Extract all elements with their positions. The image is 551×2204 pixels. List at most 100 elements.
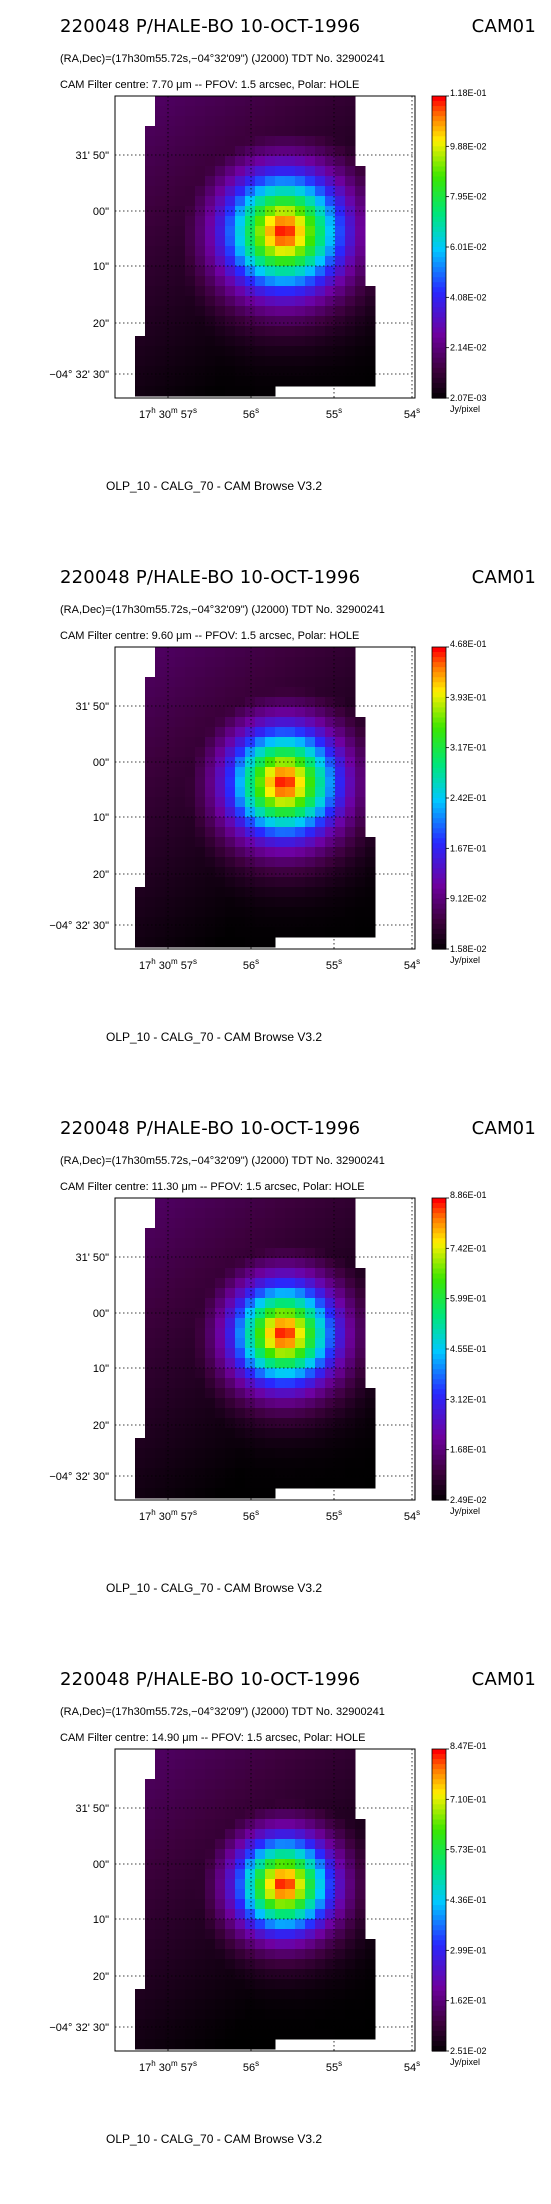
heatmap-cell: [175, 236, 186, 247]
heatmap-cell: [335, 1749, 346, 1760]
heatmap-cell: [135, 346, 146, 357]
colorbar-step: [432, 1930, 446, 1936]
heatmap-cell: [245, 1939, 256, 1950]
heatmap-cell: [185, 1348, 196, 1359]
heatmap-cell: [235, 1969, 246, 1980]
heatmap-cell: [215, 1218, 226, 1229]
colorbar-step: [432, 1794, 446, 1800]
heatmap-cell: [215, 1779, 226, 1790]
heatmap-cell: [215, 1478, 226, 1489]
heatmap-cell: [245, 346, 256, 357]
heatmap-cell: [185, 1218, 196, 1229]
heatmap-cell: [255, 1999, 266, 2010]
heatmap-cell: [185, 356, 196, 367]
heatmap-cell: [295, 306, 306, 317]
heatmap-cell: [155, 1799, 166, 1810]
heatmap-cell: [325, 867, 336, 878]
heatmap-cell: [225, 737, 236, 748]
heatmap-cell: [355, 1999, 366, 2010]
heatmap-cell: [225, 236, 236, 247]
heatmap-cell: [175, 356, 186, 367]
heatmap-cell: [345, 376, 356, 387]
colorbar-step: [432, 777, 446, 784]
colorbar-step: [432, 792, 446, 799]
heatmap-cell: [265, 366, 276, 377]
heatmap-cell: [345, 1448, 356, 1459]
heatmap-cell: [185, 1849, 196, 1860]
heatmap-cell: [315, 1218, 326, 1229]
heatmap-cell: [295, 1348, 306, 1359]
heatmap-cell: [245, 1869, 256, 1880]
heatmap-cell: [165, 647, 176, 658]
heatmap-cell: [255, 827, 266, 838]
heatmap-cell: [205, 1388, 216, 1399]
heatmap-cell: [285, 1398, 296, 1409]
heatmap-cell: [145, 246, 156, 257]
heatmap-cell: [335, 877, 346, 888]
heatmap-cell: [215, 1869, 226, 1880]
heatmap-cell: [225, 647, 236, 658]
x-tick-label: 17h 30m 57s: [139, 406, 197, 421]
x-tick-label: 55s: [326, 1508, 342, 1523]
heatmap-cell: [365, 1408, 376, 1419]
heatmap-cell: [305, 306, 316, 317]
heatmap-cell: [335, 1468, 346, 1479]
heatmap-cell: [155, 1919, 166, 1930]
heatmap-cell: [305, 2029, 316, 2040]
colorbar-step: [432, 918, 446, 925]
heatmap-cell: [255, 1809, 266, 1820]
heatmap-cell: [155, 717, 166, 728]
heatmap-cell: [355, 306, 366, 317]
heatmap-cell: [195, 897, 206, 908]
heatmap-cell: [155, 286, 166, 297]
colorbar-tick-label: 4.68E-01: [450, 639, 487, 649]
heatmap-cell: [275, 1478, 286, 1489]
heatmap-cell: [335, 326, 346, 337]
heatmap-cell: [355, 857, 366, 868]
heatmap-cell: [335, 106, 346, 117]
heatmap-cell: [305, 837, 316, 848]
heatmap-cell: [315, 156, 326, 167]
heatmap-cell: [205, 126, 216, 137]
heatmap-cell: [255, 1969, 266, 1980]
heatmap-cell: [165, 1378, 176, 1389]
heatmap-cell: [315, 887, 326, 898]
heatmap-cell: [155, 1889, 166, 1900]
panel-figure: 220048 P/HALE-BO 10-OCT-1996 CAM01(RA,Dec…: [49, 1118, 535, 1595]
colorbar-tick-label: 8.86E-01: [450, 1190, 487, 1200]
heatmap-cell: [345, 1959, 356, 1970]
heatmap-cell: [175, 1839, 186, 1850]
heatmap-cell: [245, 276, 256, 287]
heatmap-cell: [245, 707, 256, 718]
heatmap-cell: [185, 1949, 196, 1960]
heatmap-cell: [215, 106, 226, 117]
heatmap-cell: [265, 306, 276, 317]
heatmap-cell: [345, 657, 356, 668]
colorbar-step: [432, 221, 446, 228]
heatmap-cell: [325, 1769, 336, 1780]
heatmap-cell: [315, 747, 326, 758]
heatmap-cell: [155, 1358, 166, 1369]
heatmap-cell: [215, 1418, 226, 1429]
heatmap-cell: [205, 116, 216, 127]
heatmap-cell: [325, 1438, 336, 1449]
heatmap-cell: [285, 1388, 296, 1399]
heatmap-cell: [205, 256, 216, 267]
heatmap-cell: [285, 106, 296, 117]
heatmap-cell: [225, 1849, 236, 1860]
heatmap-cell: [245, 897, 256, 908]
heatmap-cell: [175, 1779, 186, 1790]
heatmap-cell: [255, 156, 266, 167]
heatmap-cell: [175, 1769, 186, 1780]
heatmap-cell: [275, 216, 286, 227]
heatmap-cell: [295, 687, 306, 698]
heatmap-cell: [255, 246, 266, 257]
heatmap-cell: [215, 927, 226, 938]
heatmap-cell: [165, 1358, 176, 1369]
heatmap-cell: [225, 306, 236, 317]
heatmap-cell: [175, 1829, 186, 1840]
heatmap-cell: [265, 176, 276, 187]
heatmap-cell: [345, 2019, 356, 2030]
colorbar-step: [432, 1389, 446, 1395]
heatmap-cell: [155, 927, 166, 938]
